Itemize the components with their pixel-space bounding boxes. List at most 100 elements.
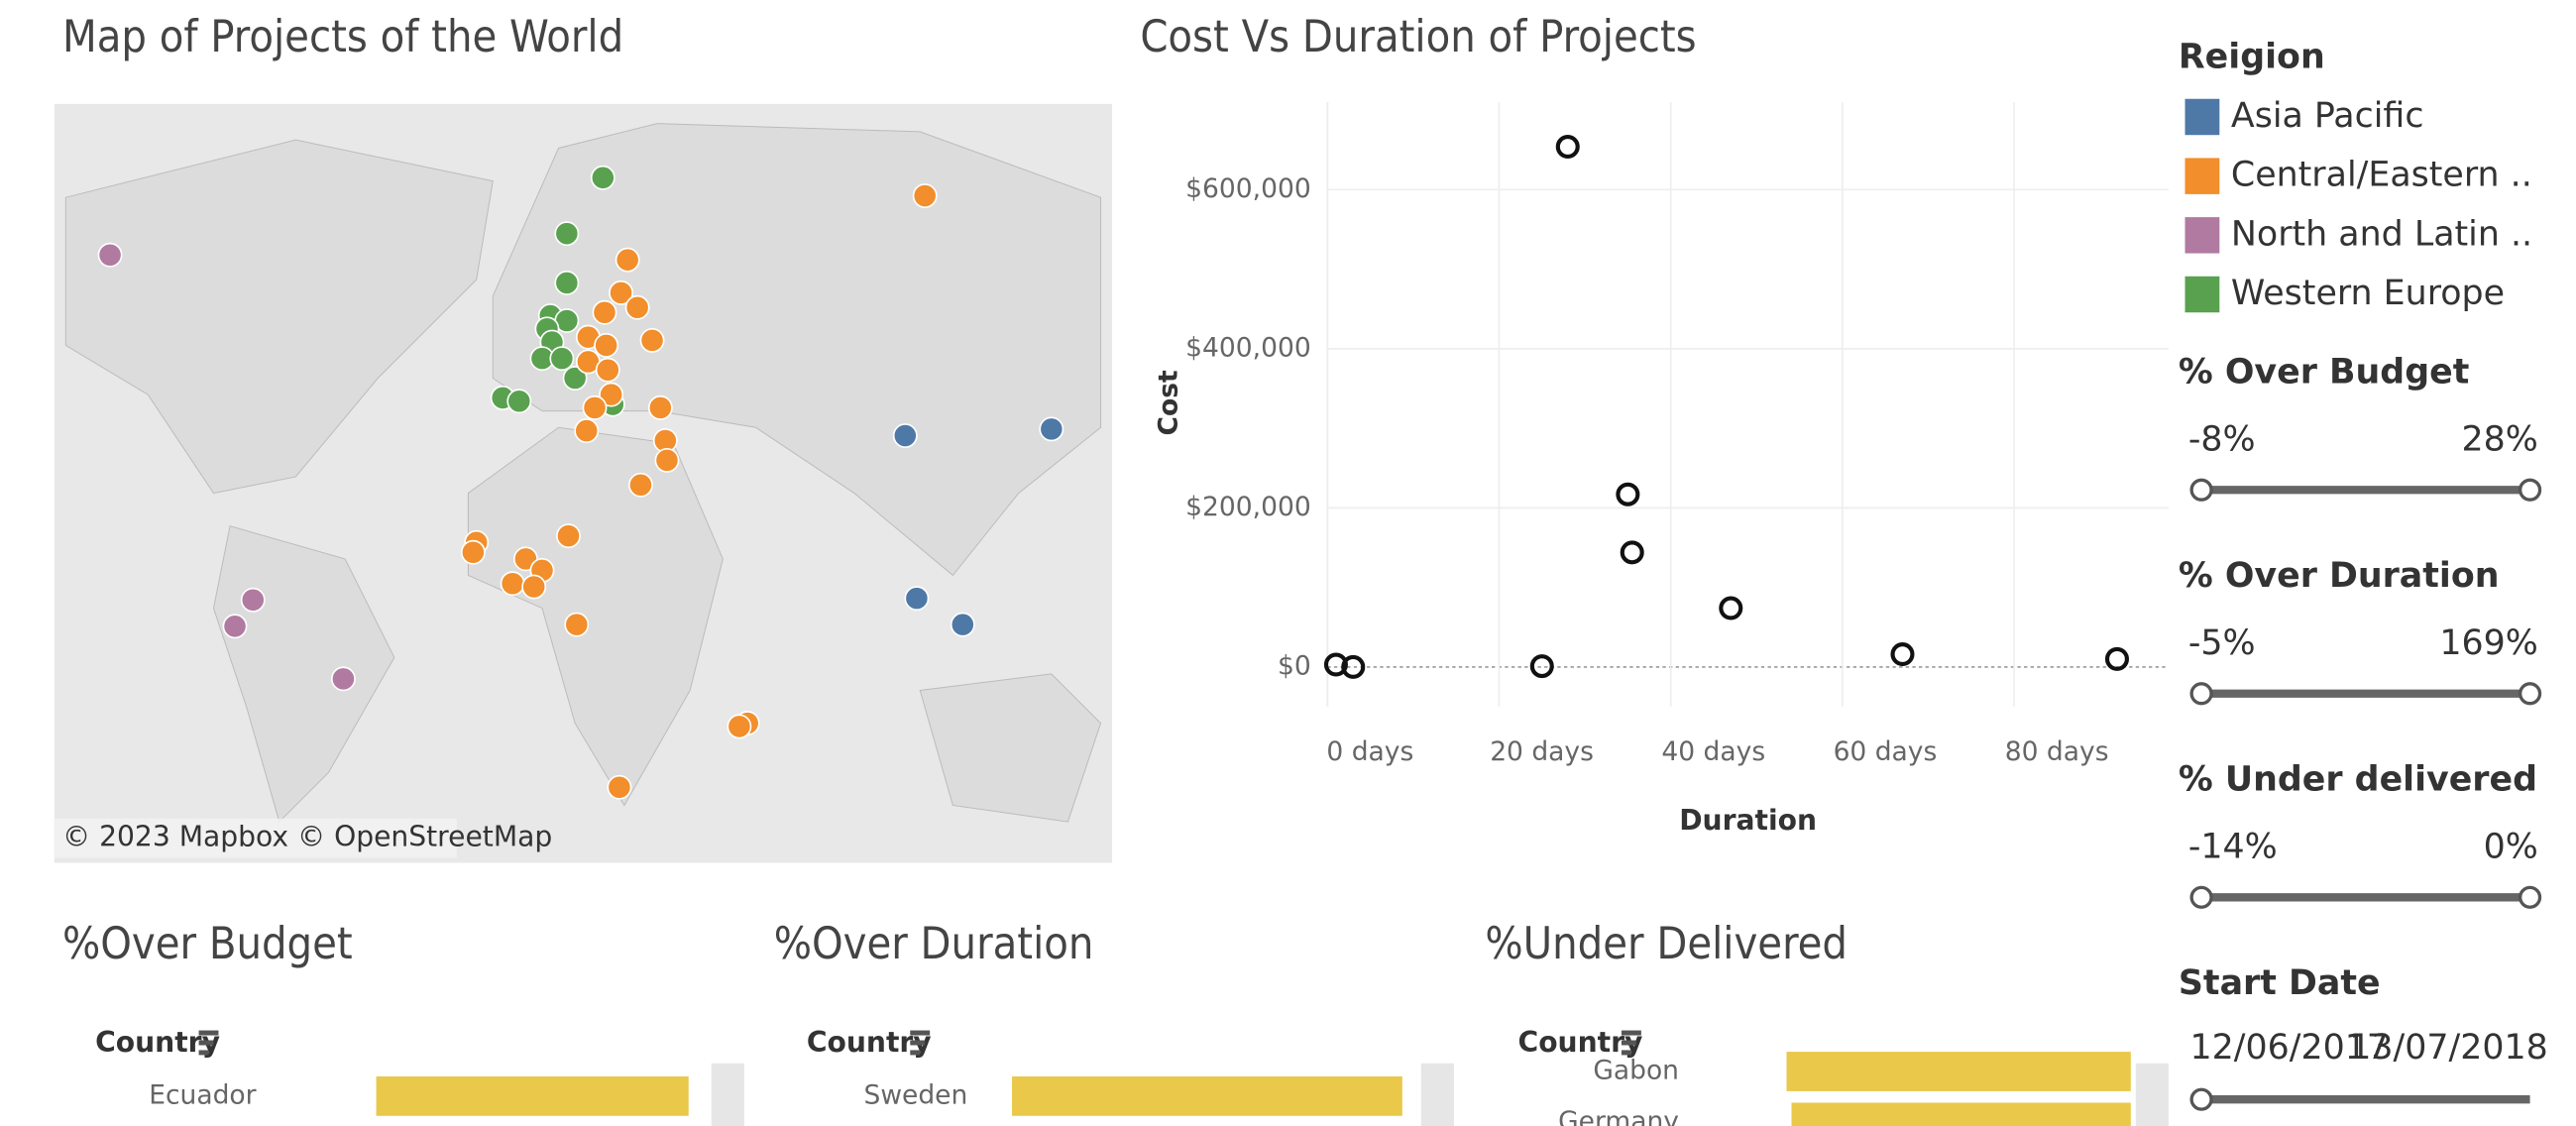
map-dot — [654, 447, 680, 473]
map-dot — [240, 587, 266, 613]
filter-max: 0% — [2484, 828, 2538, 867]
filter-title: Start Date — [2179, 963, 2381, 1003]
bar — [1012, 1075, 1402, 1116]
map-dot — [564, 612, 590, 637]
legend-label: North and Latin .. — [2231, 214, 2532, 254]
bar — [1791, 1102, 2131, 1126]
x-tick-label: 0 days — [1326, 736, 1413, 767]
sort-icon — [1621, 1030, 1641, 1036]
map-dot — [554, 270, 580, 295]
map-dot — [460, 539, 486, 565]
scatter-point — [1719, 596, 1743, 620]
slider-handle[interactable] — [2189, 1087, 2213, 1111]
row-label: Gabon — [1593, 1056, 1679, 1086]
map-dot — [592, 299, 617, 325]
map-dot — [624, 294, 650, 320]
legend-label: Asia Pacific — [2231, 96, 2424, 136]
x-tick-label: 20 days — [1490, 736, 1594, 767]
sort-icon — [910, 1040, 926, 1046]
filter-title: % Over Duration — [2179, 556, 2500, 596]
legend-title: Reigion — [2179, 37, 2325, 76]
sort-icon — [910, 1030, 931, 1036]
legend-label: Central/Eastern .. — [2231, 156, 2532, 195]
sort-icon — [198, 1050, 209, 1056]
slider-handle[interactable] — [2189, 885, 2213, 909]
map-dot — [521, 574, 547, 600]
map-title: Map of Projects of the World — [62, 10, 623, 62]
map-dot — [599, 382, 624, 407]
map-dot — [1039, 416, 1064, 442]
x-tick-label: 60 days — [1834, 736, 1938, 767]
map-dot — [582, 394, 608, 420]
map-dot — [97, 242, 123, 268]
y-tick-label: $400,000 — [1185, 332, 1311, 363]
scrollbar — [1420, 1063, 1454, 1126]
map-dot — [892, 423, 918, 448]
map-dot — [727, 714, 752, 739]
map-dot — [222, 614, 248, 639]
scatter-title: Cost Vs Duration of Projects — [1140, 10, 1696, 62]
date-start: 12/06/2017 — [2189, 1028, 2389, 1068]
map-dot — [330, 666, 356, 692]
y-tick-label: $200,000 — [1185, 492, 1311, 522]
slider-handle[interactable] — [2189, 478, 2213, 502]
bar — [1786, 1052, 2131, 1091]
scrollbar — [2135, 1063, 2169, 1126]
map-dot — [615, 247, 640, 273]
legend-swatch — [2184, 276, 2220, 313]
map-dot — [912, 183, 938, 208]
panel-title: %Over Budget — [62, 917, 353, 969]
map-dot — [506, 389, 532, 414]
map-dot — [594, 332, 619, 358]
map-dot — [647, 394, 673, 420]
row-label: Ecuador — [149, 1079, 256, 1110]
bar — [376, 1075, 689, 1116]
map-dot — [607, 774, 632, 800]
x-tick-label: 40 days — [1661, 736, 1765, 767]
y-axis-label: Cost — [1154, 370, 1184, 435]
sort-icon — [1621, 1050, 1631, 1056]
slider-handle[interactable] — [2518, 478, 2542, 502]
sort-icon — [1621, 1040, 1636, 1046]
map-dot — [628, 472, 653, 498]
x-tick-label: 80 days — [2005, 736, 2109, 767]
filter-title: % Over Budget — [2179, 353, 2469, 393]
scatter-point — [1341, 654, 1366, 679]
y-tick-label: $0 — [1278, 650, 1311, 681]
scatter-point — [1620, 540, 1644, 565]
legend-swatch — [2184, 98, 2220, 136]
map-dot — [574, 418, 600, 444]
scatter-point — [1529, 654, 1554, 679]
date-end: 13/07/2018 — [2349, 1028, 2548, 1068]
land — [919, 673, 1102, 823]
slider-handle[interactable] — [2518, 885, 2542, 909]
map-dot — [904, 586, 930, 612]
attribution-bg — [54, 818, 457, 858]
map-dot — [556, 523, 581, 549]
sort-icon — [198, 1030, 219, 1036]
slider-handle[interactable] — [2518, 682, 2542, 706]
scatter-point — [2104, 646, 2129, 671]
map-dot — [595, 357, 620, 383]
sort-icon — [198, 1040, 214, 1046]
land — [64, 139, 494, 495]
map-dot — [609, 280, 633, 305]
map-dot — [639, 327, 665, 353]
legend-label: Western Europe — [2231, 274, 2505, 313]
filter-min: -8% — [2188, 420, 2256, 460]
y-tick-label: $600,000 — [1185, 173, 1311, 204]
scatter-point — [1616, 482, 1640, 507]
slider-handle[interactable] — [2189, 682, 2213, 706]
scrollbar — [711, 1063, 744, 1126]
map-attribution[interactable]: © 2023 Mapbox © OpenStreetMap — [62, 821, 552, 853]
panel-title: %Over Duration — [774, 917, 1094, 969]
map-dot — [590, 165, 616, 190]
row-label: Germany — [1558, 1106, 1679, 1126]
map-dot — [562, 366, 588, 391]
row-label: Sweden — [864, 1079, 968, 1110]
sort-icon — [910, 1050, 921, 1056]
filter-title: % Under delivered — [2179, 760, 2537, 800]
panel-title: %Under Delivered — [1485, 917, 1848, 969]
map-dot — [554, 221, 580, 247]
land — [492, 123, 1102, 577]
